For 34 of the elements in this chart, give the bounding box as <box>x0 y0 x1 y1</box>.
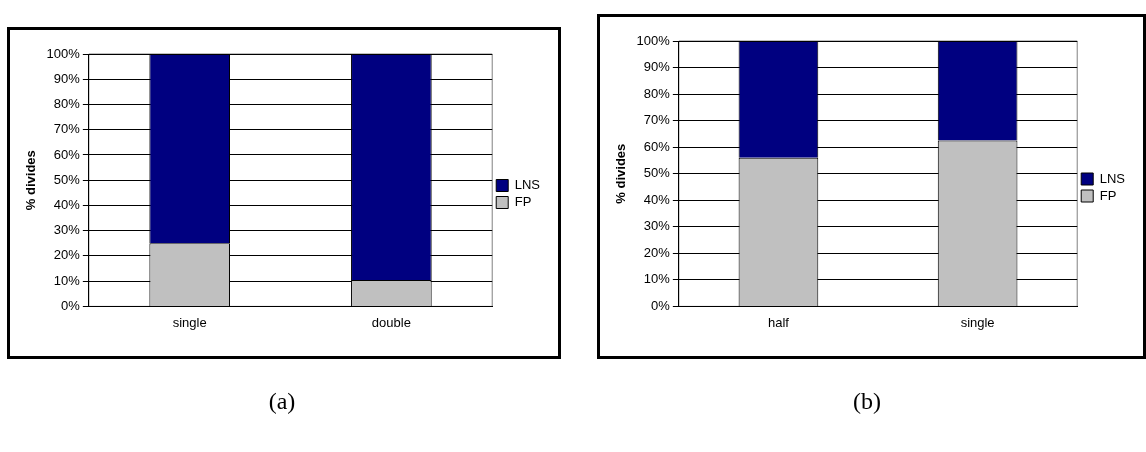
y-tick-label: 90% <box>53 70 81 86</box>
y-tick-label: 60% <box>643 138 671 154</box>
x-tick-label: double <box>371 314 411 330</box>
y-tick-label: 20% <box>643 244 671 260</box>
y-tick-label: 30% <box>53 222 81 238</box>
legend-label: FP <box>1099 187 1117 203</box>
y-axis-title: % divides <box>23 150 39 211</box>
y-tick-label: 20% <box>53 247 81 263</box>
y-tick-label: 60% <box>53 146 81 162</box>
x-tick-label: half <box>767 314 790 330</box>
y-tick-label: 90% <box>643 59 671 75</box>
y-tick-label: 70% <box>53 121 81 137</box>
y-tick-label: 80% <box>643 85 671 101</box>
x-tick-label: single <box>172 314 207 330</box>
y-tick-label: 30% <box>643 218 671 234</box>
y-tick-label: 100% <box>636 32 671 48</box>
y-tick-label: 40% <box>643 191 671 207</box>
y-axis-title: % divides <box>613 143 629 204</box>
text: (a) <box>267 388 297 415</box>
y-tick-label: 50% <box>643 165 671 181</box>
y-tick-label: 40% <box>53 197 81 213</box>
y-tick-label: 10% <box>643 271 671 287</box>
y-tick-label: 0% <box>651 297 671 313</box>
y-tick-label: 0% <box>61 297 81 313</box>
y-tick-label: 50% <box>53 171 81 187</box>
y-tick-label: 80% <box>53 96 81 112</box>
legend-label: FP <box>514 194 532 210</box>
x-tick-label: single <box>960 314 995 330</box>
y-tick-label: 70% <box>643 112 671 128</box>
y-tick-label: 100% <box>46 45 81 61</box>
legend-label: LNS <box>514 177 541 193</box>
y-tick-label: 10% <box>53 272 81 288</box>
legend-label: LNS <box>1099 170 1126 186</box>
text: (b) <box>852 388 882 415</box>
